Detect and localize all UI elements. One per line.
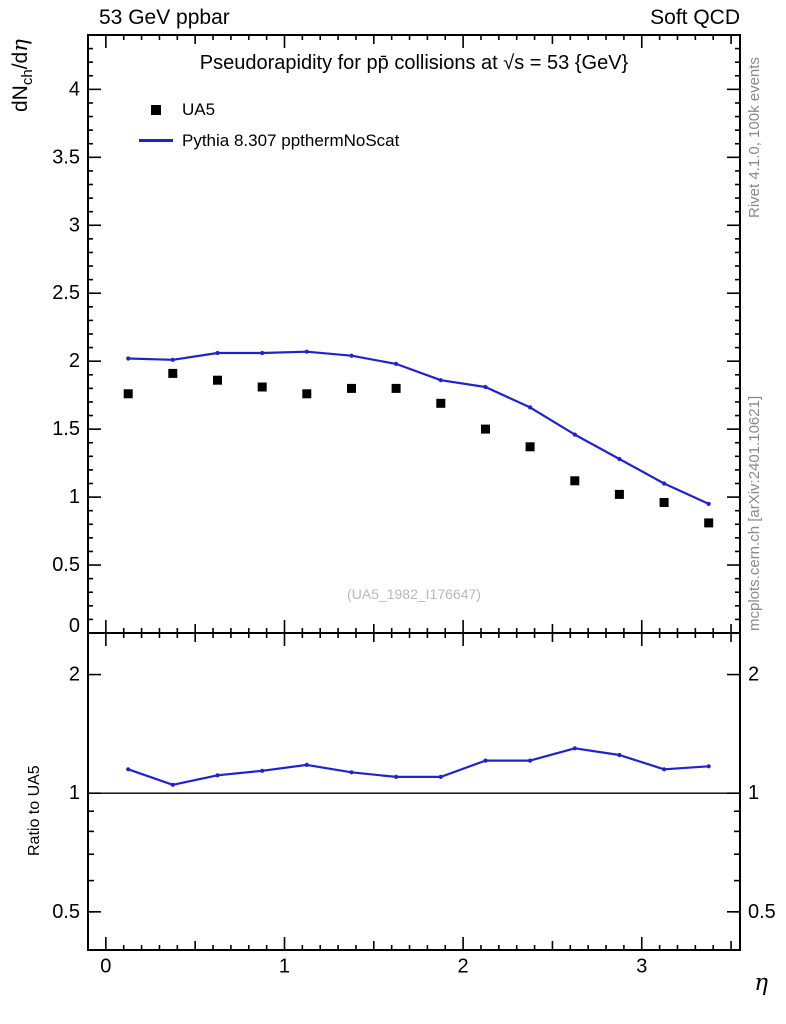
svg-text:4: 4	[69, 78, 80, 100]
main-y-axis-label: dNch/dη	[8, 39, 36, 112]
svg-text:1: 1	[69, 782, 80, 804]
svg-text:1: 1	[279, 956, 290, 978]
ratio-y-axis-label: Ratio to UA5	[26, 765, 43, 856]
main-panel-group: 0 0.5 1 1.5 2 2.5 3 3.5 4	[52, 34, 741, 637]
ylabel-eta: η	[8, 39, 32, 52]
analysis-watermark: (UA5_1982_I176647)	[347, 586, 481, 602]
plot-title: Pseudorapidity for pp̄ collisions at √s …	[199, 52, 629, 74]
svg-text:2: 2	[458, 956, 469, 978]
ratio-panel-group: 0 1 2 3 0.5 0.5 1 1 2 2	[52, 632, 776, 978]
legend-item-pythia: Pythia 8.307 ppthermNoScat	[134, 125, 399, 156]
main-panel-series-0	[123, 368, 714, 528]
legend-item-ua5: UA5	[134, 94, 399, 125]
header-process-label: Soft QCD	[650, 6, 740, 29]
legend-label-ua5: UA5	[182, 99, 216, 119]
svg-text:1.5: 1.5	[52, 418, 80, 440]
header-beam-label: 53 GeV ppbar	[99, 6, 230, 29]
svg-text:1: 1	[69, 486, 80, 508]
svg-text:0.5: 0.5	[52, 554, 80, 576]
legend: UA5 Pythia 8.307 ppthermNoScat	[134, 94, 399, 156]
ylabel-subscript: ch	[19, 69, 37, 86]
mcplots-reference-note: mcplots.cern.ch [arXiv:2401.10621]	[746, 395, 763, 631]
ua5-swatch-cell	[134, 104, 178, 115]
svg-text:0.5: 0.5	[748, 901, 776, 923]
svg-text:1: 1	[748, 782, 759, 804]
ratio-panel-series-0	[126, 746, 711, 787]
rivet-version-note: Rivet 4.1.0, 100k events	[746, 57, 763, 218]
svg-text:3: 3	[636, 956, 647, 978]
legend-label-pythia: Pythia 8.307 ppthermNoScat	[182, 130, 400, 150]
pythia-swatch-cell	[134, 139, 178, 142]
svg-text:2: 2	[69, 664, 80, 686]
ylabel-slash: /d	[9, 51, 32, 70]
ratio-panel-axis-ticks	[88, 633, 740, 950]
main-panel-tick-labels: 0 0.5 1 1.5 2 2.5 3 3.5 4	[52, 78, 80, 637]
svg-text:3.5: 3.5	[52, 146, 80, 168]
svg-text:0.5: 0.5	[52, 901, 80, 923]
svg-text:0: 0	[100, 956, 111, 978]
ua5-square-marker-icon	[151, 104, 161, 115]
pythia-line-marker-icon	[139, 139, 173, 142]
svg-text:2: 2	[748, 664, 759, 686]
ratio-panel-tick-labels: 0 1 2 3 0.5 0.5 1 1 2 2	[52, 664, 776, 978]
svg-text:2.5: 2.5	[52, 282, 80, 304]
ylabel-prefix: dN	[9, 85, 32, 112]
svg-text:3: 3	[69, 214, 80, 236]
svg-text:0: 0	[69, 615, 80, 637]
svg-text:2: 2	[69, 350, 80, 372]
x-axis-label: η	[754, 970, 768, 996]
main-panel-series-1	[126, 349, 711, 506]
